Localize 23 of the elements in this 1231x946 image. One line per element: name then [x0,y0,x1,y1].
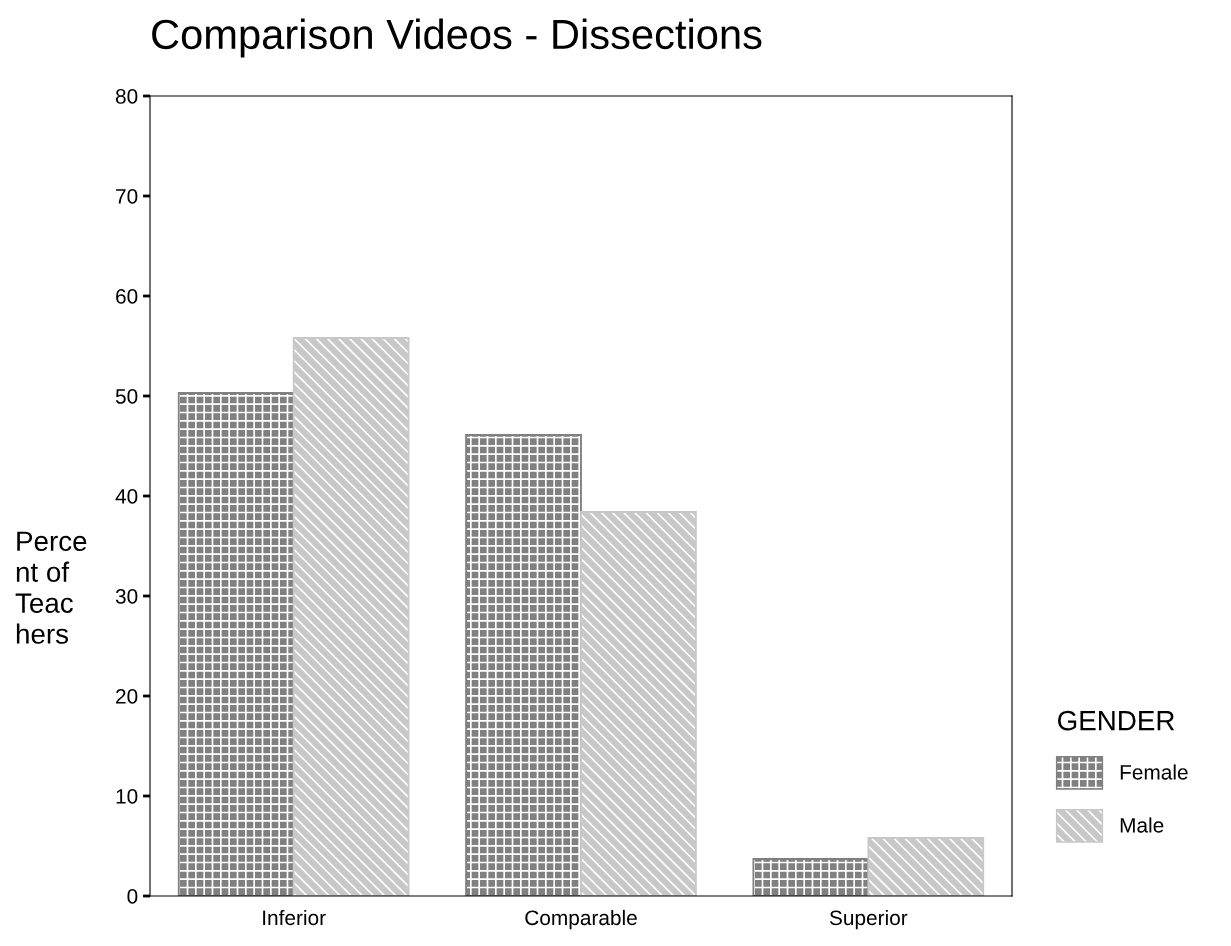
legend-title: GENDER [1058,710,1175,731]
x-tick-label: Superior [829,909,908,930]
y-tick-label: 0 [127,889,138,904]
legend-label: Female [1120,764,1188,780]
bar [867,837,985,896]
y-tick-label: 30 [115,589,138,604]
bar [177,392,295,896]
y-tick-label: 50 [115,389,138,404]
bar [580,511,697,896]
y-tick-label: 60 [116,289,138,304]
chart-title: Comparison Videos - Dissections [152,18,762,58]
y-tick-label: 40 [115,489,138,504]
y-tick-label: 10 [116,789,138,804]
bar [752,858,870,896]
y-axis-title: Perce nt of Teac hers [15,531,87,644]
bar [465,434,582,896]
y-tick-label: 20 [116,689,138,704]
bar [292,337,410,896]
x-tick-label: Comparable [525,909,637,930]
y-tick-label: 80 [115,89,138,104]
x-tick-label: Inferior [263,909,326,926]
legend-label: Male [1120,817,1164,833]
y-tick-label: 70 [116,189,138,204]
